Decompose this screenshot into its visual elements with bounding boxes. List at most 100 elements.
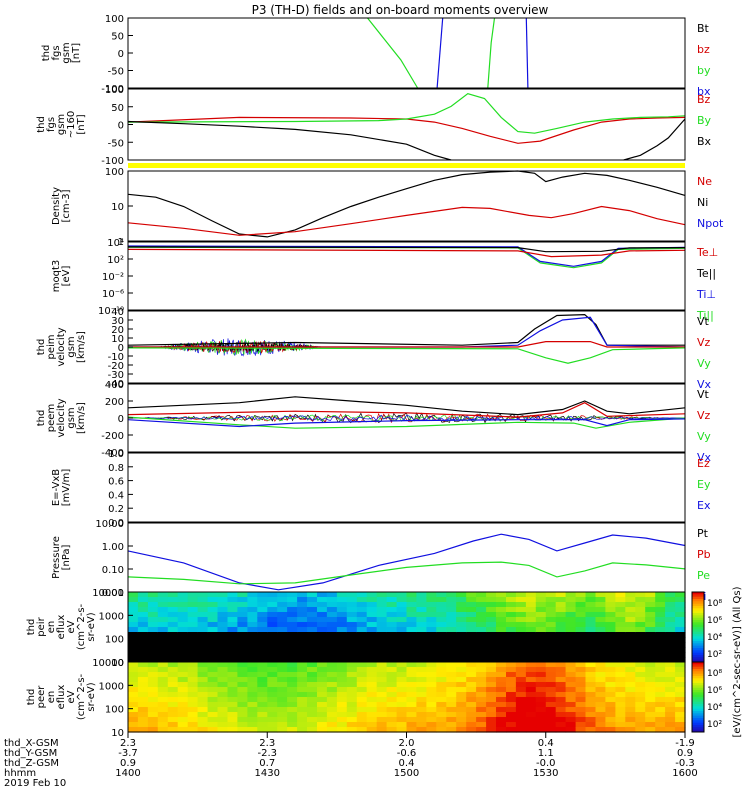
heatmap-cell <box>376 692 388 698</box>
heatmap-cell <box>575 667 587 673</box>
heatmap-cell <box>625 707 636 713</box>
heatmap-cell <box>277 602 288 608</box>
heatmap-cell <box>366 717 378 723</box>
heatmap-cell <box>565 697 577 703</box>
heatmap-cell <box>128 697 139 703</box>
heatmap-cell <box>187 617 199 623</box>
heatmap-cell <box>675 722 686 728</box>
heatmap-cell <box>535 612 547 618</box>
x-row-value: -3.7 <box>118 748 138 759</box>
heatmap-cell <box>336 687 348 693</box>
heatmap-cell <box>565 662 577 668</box>
heatmap-cell <box>207 657 219 663</box>
heatmap-cell <box>237 637 248 643</box>
heatmap-cell <box>376 702 388 708</box>
legend-entry: Bz <box>697 93 711 106</box>
heatmap-cell <box>605 622 616 628</box>
heatmap-cell <box>595 622 606 628</box>
heatmap-cell <box>237 662 248 668</box>
heatmap-cell <box>486 712 497 718</box>
heatmap-cell <box>356 692 368 698</box>
heatmap-cell <box>595 642 606 648</box>
heatmap-cell <box>585 672 596 678</box>
colorbar-segment <box>692 711 704 714</box>
heatmap-cell <box>466 632 477 638</box>
heatmap-cell <box>416 612 427 618</box>
heatmap-cell <box>257 662 268 668</box>
heatmap-cell <box>147 682 159 688</box>
heatmap-cell <box>436 607 447 613</box>
heatmap-cell <box>297 662 308 668</box>
heatmap-cell <box>386 597 398 603</box>
heatmap-cell <box>346 647 358 653</box>
heatmap-cell <box>128 617 139 623</box>
heatmap-cell <box>267 592 278 598</box>
heatmap-cell <box>615 717 626 723</box>
heatmap-cell <box>506 637 517 643</box>
heatmap-cell <box>416 712 427 718</box>
heatmap-cell <box>157 597 169 603</box>
heatmap-cell <box>436 622 447 628</box>
heatmap-cell <box>515 677 527 683</box>
legend-entry: Te⊥ <box>696 246 718 259</box>
heatmap-cell <box>346 612 358 618</box>
colorbar-segment <box>692 596 704 600</box>
heatmap-cell <box>187 722 199 728</box>
y-label-line: velocity <box>56 398 67 437</box>
heatmap-cell <box>217 697 228 703</box>
heatmap-cell <box>247 612 258 618</box>
heatmap-cell <box>346 712 358 718</box>
heatmap-cell <box>277 727 288 733</box>
colorbar-segment <box>692 592 704 595</box>
heatmap-cell <box>366 627 378 633</box>
heatmap-cell <box>356 617 368 623</box>
heatmap-cell <box>416 662 427 668</box>
series-Bx <box>127 120 452 161</box>
heatmap-cell <box>137 702 149 708</box>
heatmap-cell <box>555 702 567 708</box>
series-Ti⊥ <box>127 245 686 267</box>
heatmap-cell <box>137 607 149 613</box>
heatmap-cell <box>267 677 278 683</box>
heatmap-cell <box>177 712 189 718</box>
heatmap-cell <box>416 672 427 678</box>
heatmap-cell <box>525 617 537 623</box>
heatmap-cell <box>128 702 139 708</box>
heatmap-cell <box>416 622 427 628</box>
heatmap-cell <box>476 692 487 698</box>
heatmap-cell <box>247 657 258 663</box>
heatmap-cell <box>167 652 179 658</box>
heatmap-cell <box>456 707 467 713</box>
heatmap-cell <box>307 722 318 728</box>
heatmap-cell <box>655 697 666 703</box>
heatmap-cell <box>615 632 626 638</box>
heatmap-cell <box>128 612 139 618</box>
heatmap-cell <box>307 687 318 693</box>
heatmap-cell <box>476 612 487 618</box>
heatmap-cell <box>307 702 318 708</box>
heatmap-cell <box>237 647 248 653</box>
heatmap-cell <box>287 682 298 688</box>
heatmap-cell <box>187 662 199 668</box>
heatmap-cell <box>356 627 368 633</box>
heatmap-cell <box>277 687 288 693</box>
heatmap-cell <box>237 612 248 618</box>
heatmap-cell <box>277 707 288 713</box>
heatmap-cell <box>317 697 328 703</box>
series-Vz <box>127 402 686 418</box>
heatmap-cell <box>535 662 547 668</box>
heatmap-cell <box>157 722 169 728</box>
heatmap-cell <box>167 682 179 688</box>
heatmap-cell <box>645 712 656 718</box>
heatmap-cell <box>645 607 656 613</box>
heatmap-cell <box>575 657 587 663</box>
heatmap-cell <box>585 647 596 653</box>
heatmap-cell <box>227 592 238 598</box>
heatmap-cell <box>675 647 686 653</box>
heatmap-cell <box>237 722 248 728</box>
x-row-value: -0.3 <box>675 758 695 769</box>
heatmap-cell <box>655 642 666 648</box>
